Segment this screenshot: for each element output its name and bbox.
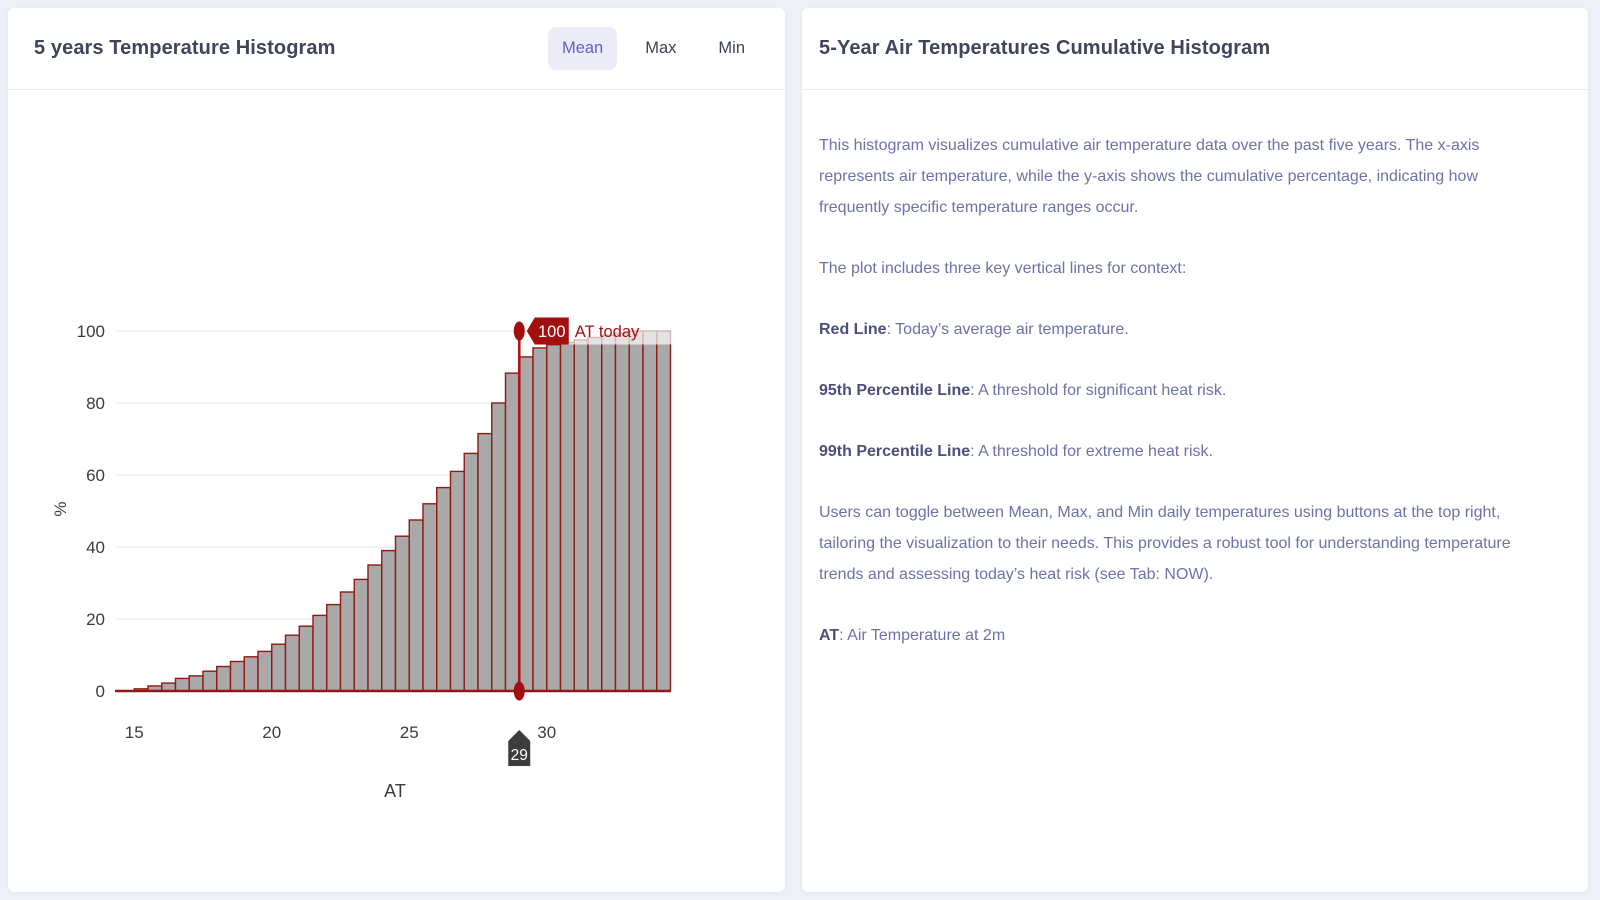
- description-paragraph: This histogram visualizes cumulative air…: [819, 137, 1480, 216]
- toggle-max-button[interactable]: Max: [631, 27, 690, 70]
- histogram-bar: [367, 564, 383, 692]
- at-today-value-label: 100: [538, 323, 566, 341]
- y-tick-label-100: 100: [77, 322, 105, 341]
- histogram-panel: 5 years Temperature Histogram Mean Max M…: [8, 8, 785, 892]
- x-tick-label-15: 15: [125, 723, 144, 742]
- histogram-panel-header: 5 years Temperature Histogram Mean Max M…: [8, 8, 785, 90]
- description-paragraph-95th: 95th Percentile Line: A threshold for si…: [819, 382, 1227, 399]
- histogram-bar: [339, 591, 355, 692]
- y-tick-label-40: 40: [86, 538, 105, 557]
- histogram-bar: [449, 470, 465, 692]
- histogram-panel-title: 5 years Temperature Histogram: [34, 37, 336, 59]
- histogram-bar: [463, 452, 479, 692]
- y-tick-label-20: 20: [86, 610, 105, 629]
- at-today-value-box: [526, 317, 569, 345]
- x-tick-label-30: 30: [537, 723, 556, 742]
- x-marker-badge-label: 29: [511, 747, 528, 764]
- description-panel-title: 5-Year Air Temperatures Cumulative Histo…: [819, 37, 1271, 59]
- histogram-bar: [394, 535, 410, 692]
- histogram-bar: [243, 656, 259, 692]
- histogram-bar: [614, 332, 630, 692]
- at-today-top-dot: [513, 321, 525, 341]
- histogram-bar: [422, 503, 438, 692]
- at-today-annotation-text: AT today: [575, 323, 640, 341]
- histogram-bar: [298, 625, 314, 692]
- histogram-bar: [504, 372, 520, 692]
- cumulative-histogram-svg: 0 20 40 60 80 100% 15 20 25 30 AT 100 AT today 29: [51, 317, 676, 801]
- histogram-bar: [477, 432, 493, 692]
- histogram-bar: [491, 402, 507, 692]
- histogram-bar: [408, 519, 424, 692]
- histogram-bar: [284, 634, 300, 692]
- description-paragraph-99th: 99th Percentile Line: A threshold for ex…: [819, 443, 1213, 460]
- y-tick-label-0: 0: [96, 682, 105, 701]
- x-axis-label: AT: [384, 781, 406, 801]
- histogram-bar: [601, 334, 617, 692]
- description-paragraph: Users can toggle between Mean, Max, and …: [819, 504, 1511, 583]
- histogram-bar: [573, 339, 589, 692]
- histogram-bar: [546, 343, 562, 692]
- histogram-bar: [326, 603, 342, 692]
- histogram-bar: [518, 356, 534, 692]
- histogram-bar: [312, 614, 328, 692]
- description-panel: 5-Year Air Temperatures Cumulative Histo…: [802, 8, 1588, 892]
- histogram-bar: [202, 670, 218, 692]
- histogram-bar: [229, 660, 245, 692]
- cumulative-histogram-chart: 0 20 40 60 80 100% 15 20 25 30 AT 100 AT today 29: [8, 91, 785, 892]
- toggle-min-button[interactable]: Min: [704, 27, 759, 70]
- at-today-bottom-dot: [513, 681, 525, 701]
- temperature-mode-toggle-group: Mean Max Min: [547, 27, 759, 70]
- x-tick-label-25: 25: [400, 723, 419, 742]
- y-tick-label-80: 80: [86, 394, 105, 413]
- histogram-bar: [656, 330, 672, 692]
- description-paragraph-red-line: Red Line: Today’s average air temperatur…: [819, 321, 1129, 338]
- histogram-bar: [559, 341, 575, 692]
- histogram-bar: [532, 347, 548, 692]
- histogram-bar: [381, 549, 397, 692]
- y-tick-label-60: 60: [86, 466, 105, 485]
- histogram-bar: [436, 486, 452, 692]
- histogram-bar: [628, 330, 644, 692]
- histogram-bar: [257, 650, 273, 692]
- y-axis-label: %: [51, 501, 70, 516]
- x-marker-badge: [508, 730, 531, 766]
- description-paragraph: The plot includes three key vertical lin…: [819, 260, 1187, 277]
- histogram-bar: [642, 330, 658, 692]
- histogram-bar: [587, 336, 603, 692]
- histogram-bar: [216, 665, 232, 692]
- histogram-bar: [174, 677, 190, 692]
- toggle-mean-button[interactable]: Mean: [547, 27, 618, 70]
- histogram-bar: [188, 675, 204, 692]
- histogram-bar: [271, 643, 287, 692]
- histogram-bar: [353, 578, 369, 692]
- description-paragraph-at: AT: Air Temperature at 2m: [819, 627, 1006, 644]
- description-panel-header: 5-Year Air Temperatures Cumulative Histo…: [802, 8, 1588, 90]
- x-tick-label-20: 20: [262, 723, 281, 742]
- description-body: This histogram visualizes cumulative air…: [802, 90, 1588, 651]
